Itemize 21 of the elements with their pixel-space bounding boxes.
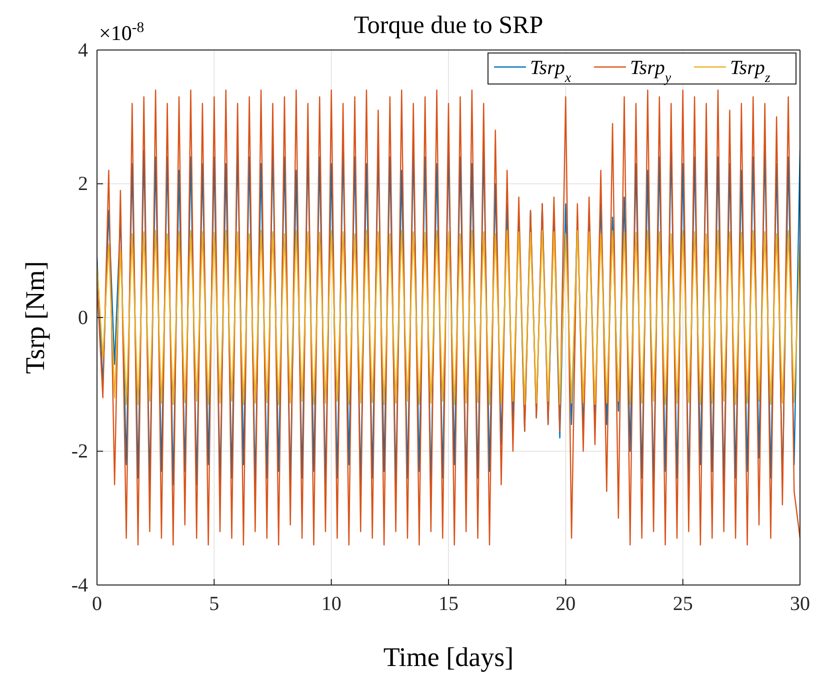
y-tick-label: -4 bbox=[71, 574, 88, 596]
x-tick-label: 20 bbox=[556, 593, 576, 615]
x-axis-title: Time [days] bbox=[383, 642, 514, 672]
y-tick-label: -2 bbox=[71, 440, 88, 463]
text: ×10$^{-8}$ bbox=[99, 20, 144, 45]
x-tick-label: 0 bbox=[92, 593, 102, 615]
y-axis-title: Tsrp [Nm] bbox=[20, 261, 50, 374]
x-tick-label: 5 bbox=[209, 593, 220, 615]
y-tick-label: 0 bbox=[78, 306, 88, 329]
y-tick-label: 2 bbox=[78, 173, 88, 196]
chart-title: Torque due to SRP bbox=[354, 12, 544, 39]
line-series bbox=[97, 90, 800, 546]
legend-label: Tsrp$_{y}$ bbox=[630, 57, 672, 86]
legend-label: Tsrp$_{z}$ bbox=[730, 57, 771, 86]
x-tick-label: 10 bbox=[321, 593, 342, 615]
x-tick-label: 25 bbox=[672, 593, 693, 615]
line-series bbox=[97, 230, 800, 406]
y-tick-label: 4 bbox=[78, 39, 88, 62]
legend-label: Tsrp$_{x}$ bbox=[530, 57, 572, 86]
x-tick-label: 30 bbox=[790, 593, 810, 615]
x-tick-label: 15 bbox=[438, 593, 458, 615]
